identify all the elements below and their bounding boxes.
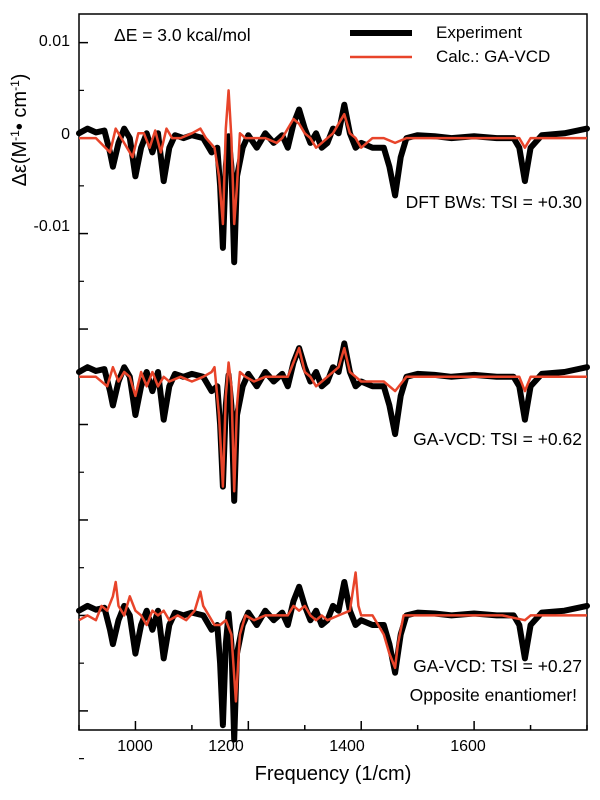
panel-label-3: GA-VCD: TSI = +0.27: [413, 656, 582, 676]
legend-label-calculated: Calc.: GA-VCD: [436, 47, 550, 66]
experiment-series-line: [76, 101, 590, 266]
experiment-series-line: [76, 340, 590, 504]
panel-label-1: DFT BWs: TSI = +0.30: [406, 192, 583, 212]
x-tick-label: 1400: [329, 738, 365, 755]
panel-1: [76, 89, 590, 266]
y-axis-title: Δε(M-1• cm-1): [8, 74, 31, 187]
x-axis-ticks: [78, 721, 588, 730]
panel-3: [76, 571, 590, 743]
y-tick-label: 0: [61, 126, 70, 143]
experiment-series-line: [76, 579, 590, 743]
calculated-series-line: [78, 571, 587, 703]
panel-label-2: GA-VCD: TSI = +0.62: [413, 429, 582, 449]
series-layer: [76, 89, 590, 743]
enantiomer-note: Opposite enantiomer!: [410, 685, 577, 705]
calculated-series-line: [79, 346, 587, 493]
y-axis-ticks: [79, 41, 88, 760]
calculated-series-line: [79, 89, 587, 226]
x-tick-label: 1600: [450, 738, 486, 755]
energy-annotation: ΔE = 3.0 kcal/mol: [114, 25, 251, 45]
x-tick-label: 1200: [208, 738, 244, 755]
y-tick-label: 0.01: [39, 33, 70, 50]
panel-2: [76, 340, 590, 504]
y-tick-label: -0.01: [34, 218, 71, 235]
x-tick-label: 1000: [117, 738, 153, 755]
legend: Experiment Calc.: GA-VCD: [350, 23, 550, 66]
x-axis-title: Frequency (1/cm): [255, 763, 412, 785]
legend-label-experiment: Experiment: [436, 23, 522, 42]
